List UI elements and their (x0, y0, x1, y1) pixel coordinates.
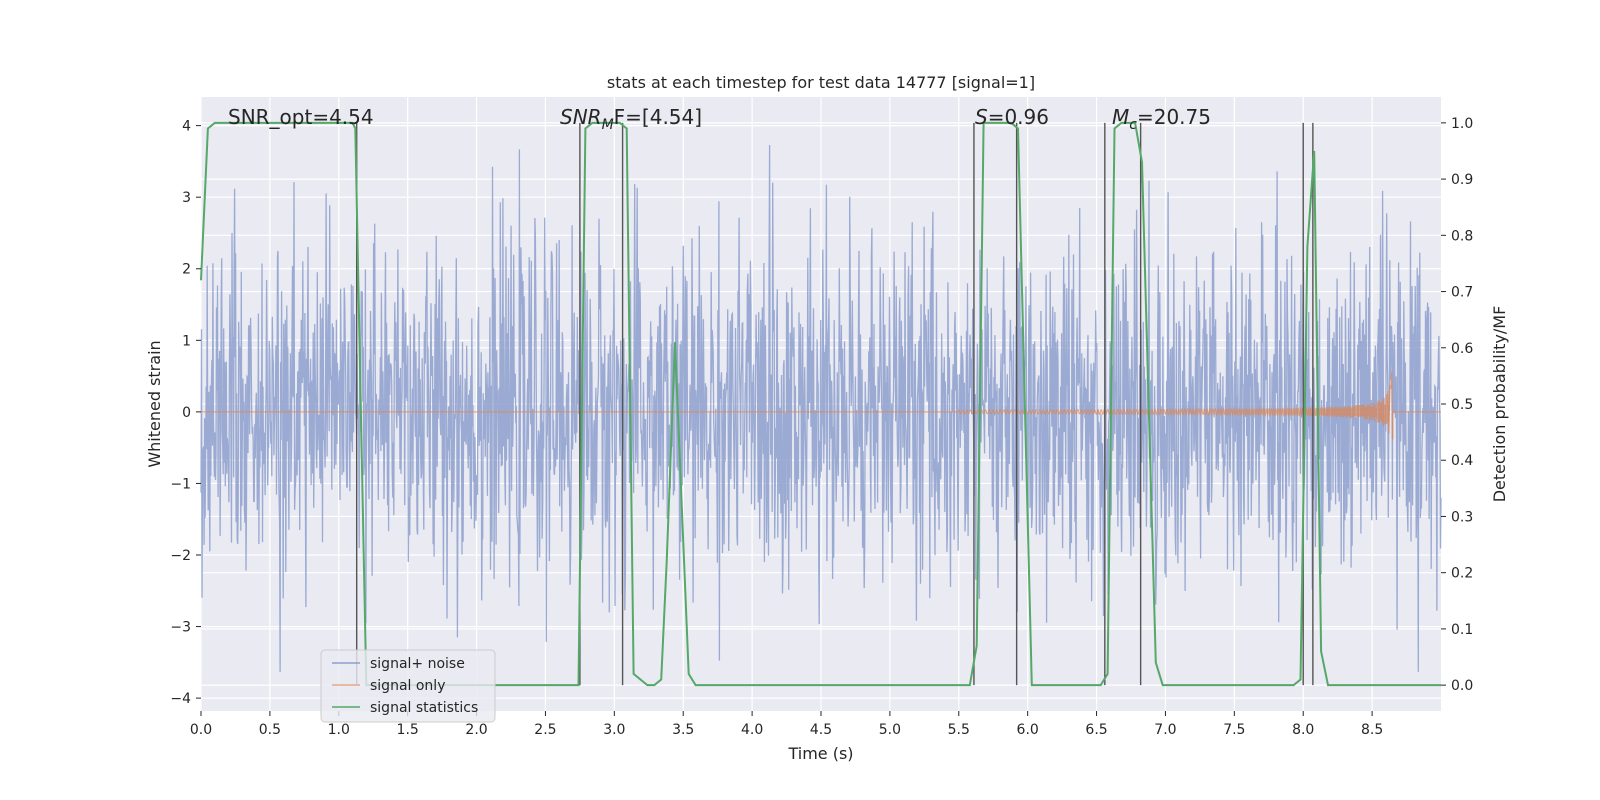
y-right-tick-label: 1.0 (1451, 116, 1473, 132)
x-tick-label: 0.0 (190, 722, 212, 738)
annotation-mc: Mc=20.75 (1112, 105, 1211, 133)
y-left-tick-label: 4 (182, 119, 191, 135)
legend-box (320, 649, 496, 723)
y-left-tick-label: −2 (170, 548, 191, 564)
annotation-mc-main: M (1112, 105, 1129, 129)
legend-label-signal-only: signal only (370, 678, 445, 694)
x-tick-label: 1.5 (397, 722, 419, 738)
y-axis-right-ticks: 0.0 0.1 0.2 0.3 0.4 0.5 0.6 0.7 0.8 0.9 1.0 (1441, 116, 1473, 694)
y-right-tick-label: 0.6 (1451, 341, 1473, 357)
y-right-tick-label: 0.3 (1451, 509, 1473, 525)
x-tick-label: 6.5 (1085, 722, 1107, 738)
y-left-tick-label: 1 (182, 333, 191, 349)
y-right-tick-label: 0.9 (1451, 172, 1473, 188)
x-tick-label: 2.5 (534, 722, 556, 738)
x-tick-label: 1.0 (328, 722, 350, 738)
x-tick-label: 4.5 (810, 722, 832, 738)
annotation-snr-mf-sub: M (602, 117, 614, 133)
y-axis-left-ticks: −4 −3 −2 −1 0 1 2 3 4 (170, 119, 201, 707)
annotation-snr-mf: SNRMF=[4.54] (560, 105, 702, 133)
y-left-tick-label: 2 (182, 262, 191, 278)
y-axis-label-right: Detection probability/MF (1490, 306, 1509, 503)
y-left-tick-label: −1 (170, 476, 191, 492)
x-tick-label: 4.0 (741, 722, 763, 738)
x-tick-label: 3.0 (603, 722, 625, 738)
x-tick-label: 0.5 (259, 722, 281, 738)
y-left-tick-label: 0 (182, 405, 191, 421)
x-axis-ticks: 0.0 0.5 1.0 1.5 2.0 2.5 3.0 3.5 4.0 4.5 5.0 5.5 6.0 6… (190, 711, 1383, 738)
annotation-snr-mf-main: SNR (560, 105, 602, 129)
annotation-snr-mf-rest: F=[4.54] (614, 105, 702, 129)
x-tick-label: 8.0 (1292, 722, 1314, 738)
legend-label-signal-statistics: signal statistics (370, 700, 478, 716)
y-right-tick-label: 0.8 (1451, 228, 1473, 244)
legend-label-signal-noise: signal+ noise (370, 656, 465, 672)
series-signal-only (201, 371, 1441, 440)
chart-title: stats at each timestep for test data 147… (607, 73, 1035, 92)
signal-only-line (201, 371, 1441, 440)
y-right-tick-label: 0.0 (1451, 678, 1473, 694)
y-right-tick-label: 0.5 (1451, 397, 1473, 413)
y-left-tick-label: −4 (170, 691, 191, 707)
annotation-s: S=0.96 (975, 105, 1049, 129)
x-tick-label: 8.5 (1361, 722, 1383, 738)
x-tick-label: 2.0 (465, 722, 487, 738)
x-tick-label: 3.5 (672, 722, 694, 738)
y-left-tick-label: −3 (170, 620, 191, 636)
series-signal-noise (200, 144, 1442, 673)
x-tick-label: 7.5 (1223, 722, 1245, 738)
annotation-s-rest: =0.96 (988, 105, 1049, 129)
legend: signal+ noise signal only signal statist… (320, 649, 496, 723)
y-right-tick-label: 0.7 (1451, 285, 1473, 301)
x-tick-label: 6.0 (1017, 722, 1039, 738)
signal-noise-line (200, 144, 1442, 673)
x-axis-label: Time (s) (787, 744, 853, 763)
x-tick-label: 5.5 (948, 722, 970, 738)
y-right-tick-label: 0.4 (1451, 453, 1473, 469)
annotation-snr-opt: SNR_opt=4.54 (228, 105, 374, 129)
y-axis-label-left: Whitened strain (145, 340, 164, 467)
annotation-mc-sub: c (1129, 117, 1137, 133)
annotation-mc-rest: =20.75 (1137, 105, 1211, 129)
x-tick-label: 7.0 (1154, 722, 1176, 738)
y-right-tick-label: 0.2 (1451, 566, 1473, 582)
y-right-tick-label: 0.1 (1451, 622, 1473, 638)
y-left-tick-label: 3 (182, 190, 191, 206)
x-tick-label: 5.0 (879, 722, 901, 738)
annotation-s-main: S (975, 105, 988, 129)
